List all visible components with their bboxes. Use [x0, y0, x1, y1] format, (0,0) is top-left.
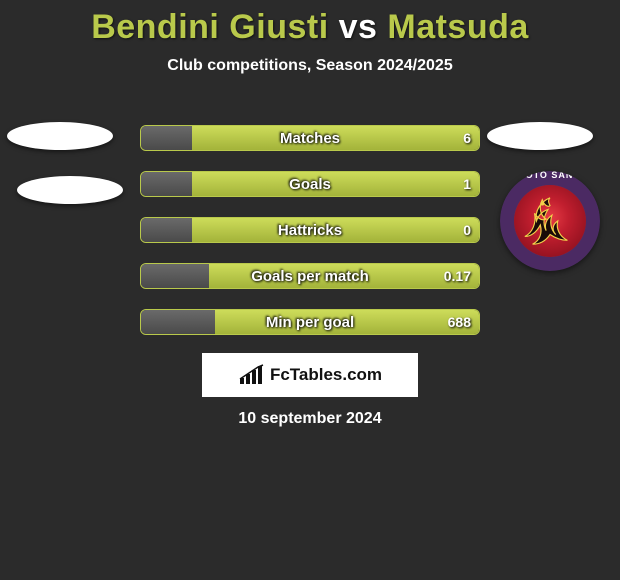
stat-row: Matches6 — [140, 125, 480, 151]
stat-row: Goals1 — [140, 171, 480, 197]
stat-value-right: 6 — [463, 126, 471, 150]
stat-label: Min per goal — [141, 310, 479, 334]
stat-bars: Matches6Goals1Hattricks0Goals per match0… — [140, 125, 480, 355]
stat-label: Hattricks — [141, 218, 479, 242]
phoenix-icon — [521, 192, 579, 250]
stat-row: Min per goal688 — [140, 309, 480, 335]
season-subtitle: Club competitions, Season 2024/2025 — [0, 57, 620, 75]
stat-value-right: 0 — [463, 218, 471, 242]
brand-text: FcTables.com — [270, 365, 382, 385]
stat-value-right: 1 — [463, 172, 471, 196]
stat-label: Matches — [141, 126, 479, 150]
comparison-title: Bendini Giusti vs Matsuda — [0, 0, 620, 47]
stat-label: Goals — [141, 172, 479, 196]
fctables-logo: FcTables.com — [202, 353, 418, 397]
club-badge-text: KYOTO SANGA — [500, 171, 600, 180]
player2-name: Matsuda — [387, 8, 528, 46]
stat-row: Hattricks0 — [140, 217, 480, 243]
player1-name: Bendini Giusti — [91, 8, 328, 46]
player2-avatar-placeholder — [487, 122, 593, 150]
player1-avatar-placeholder — [17, 176, 123, 204]
player1-avatar-placeholder — [7, 122, 113, 150]
stat-label: Goals per match — [141, 264, 479, 288]
vs-separator: vs — [339, 8, 378, 46]
stat-value-right: 688 — [448, 310, 471, 334]
club-badge: KYOTO SANGA — [500, 171, 600, 271]
stat-value-right: 0.17 — [444, 264, 471, 288]
bars-icon — [238, 364, 264, 386]
stat-row: Goals per match0.17 — [140, 263, 480, 289]
snapshot-date: 10 september 2024 — [0, 410, 620, 428]
